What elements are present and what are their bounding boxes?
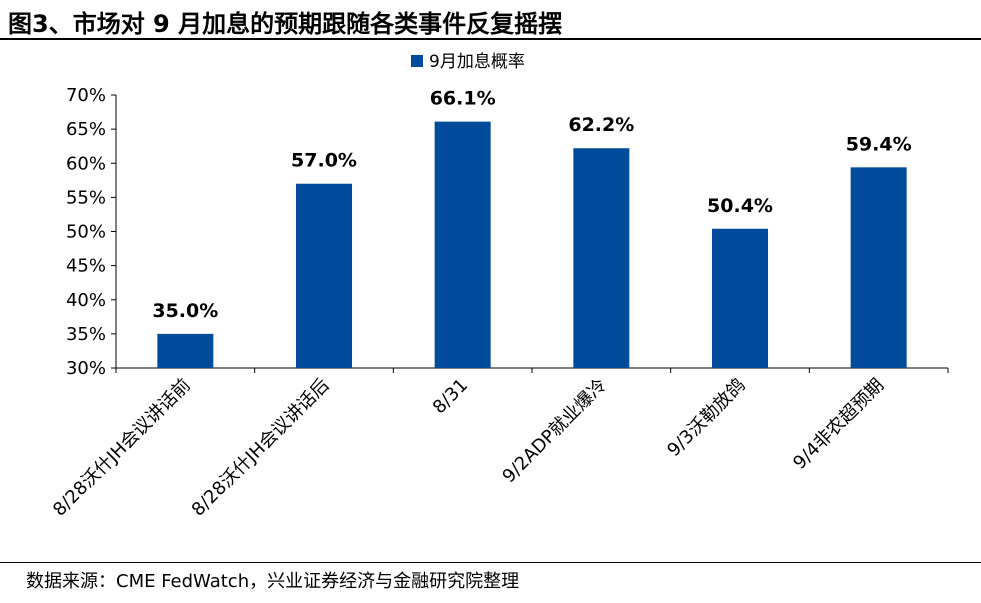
y-tick-label: 45% [66, 256, 106, 277]
legend-label: 9月加息概率 [429, 52, 525, 72]
bar [434, 121, 491, 369]
y-tick-label: 50% [66, 222, 106, 243]
data-label: 59.4% [846, 133, 912, 155]
category-label: 8/31 [429, 375, 472, 418]
bar [157, 333, 214, 368]
figure-title: 图3、市场对 9 月加息的预期跟随各类事件反复摇摆 [8, 10, 563, 38]
source-note: 数据来源：CME FedWatch，兴业证券经济与金融研究院整理 [26, 571, 520, 592]
category-label: 8/28沃什JH会议讲话后 [188, 375, 334, 521]
y-tick-label: 35% [66, 324, 106, 345]
y-tick-label: 60% [66, 153, 106, 174]
bar [712, 228, 768, 368]
source-rule [0, 562, 981, 563]
bar [296, 183, 352, 368]
data-label: 50.4% [707, 195, 773, 217]
y-tick-label: 70% [66, 85, 106, 106]
data-label: 62.2% [568, 114, 634, 136]
data-label: 66.1% [430, 88, 496, 110]
data-label: 57.0% [291, 150, 357, 172]
bar-chart: 9月加息概率 30% 35% 40% 45% 50% 55% 60% 65% 70% 35.0% 8/… [49, 52, 949, 521]
category-label: 9/4非农超预期 [789, 375, 888, 474]
bar [850, 167, 907, 368]
title-rule [0, 38, 981, 40]
data-label: 35.0% [152, 300, 218, 322]
y-tick-label: 30% [66, 358, 106, 379]
category-label: 9/2ADP就业爆冷 [498, 375, 610, 487]
y-tick-label: 55% [66, 187, 106, 208]
legend-swatch [411, 55, 423, 67]
category-label: 9/3沃勒放鸽 [663, 375, 749, 461]
category-label: 8/28沃什JH会议讲话前 [49, 375, 195, 521]
y-tick-label: 40% [66, 290, 106, 311]
bar [573, 148, 630, 368]
y-tick-label: 65% [66, 119, 106, 140]
